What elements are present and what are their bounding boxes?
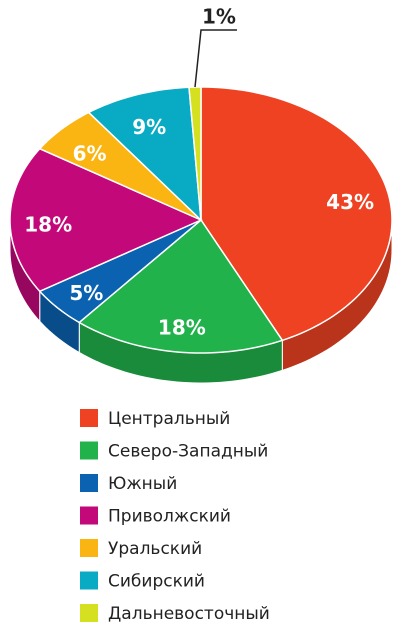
value-label: 1% [202, 5, 236, 29]
legend-swatch [80, 441, 98, 460]
slice [200, 86, 393, 342]
value-label: 43% [326, 190, 374, 214]
legend-swatch [80, 506, 98, 525]
slice [38, 111, 202, 221]
legend-swatch [80, 474, 98, 492]
slice [9, 147, 203, 293]
leader-line [194, 29, 238, 88]
slice [87, 86, 202, 222]
value-label: 18% [24, 213, 72, 237]
legend-label: Южный [108, 474, 177, 494]
legend-label: Центральный [108, 409, 230, 429]
legend-label: Приволжский [108, 507, 231, 527]
legend-label: Северо-Западный [108, 442, 268, 462]
legend-swatch [80, 539, 98, 557]
legend-label: Дальневосточный [108, 604, 270, 624]
value-label: 9% [132, 115, 166, 139]
legend-label: Уральский [108, 539, 202, 559]
legend-swatch [80, 571, 98, 590]
legend-swatch [80, 409, 98, 427]
labels: 43% 18% 5% 18% 6% 9% 1% [24, 5, 374, 340]
legend-swatch [80, 604, 98, 622]
value-label: 6% [73, 141, 107, 165]
tops [9, 86, 393, 354]
slice [38, 219, 202, 324]
value-label: 5% [69, 281, 103, 305]
value-label: 18% [158, 315, 206, 339]
slice [77, 218, 284, 354]
legend-label: Сибирский [108, 572, 205, 592]
